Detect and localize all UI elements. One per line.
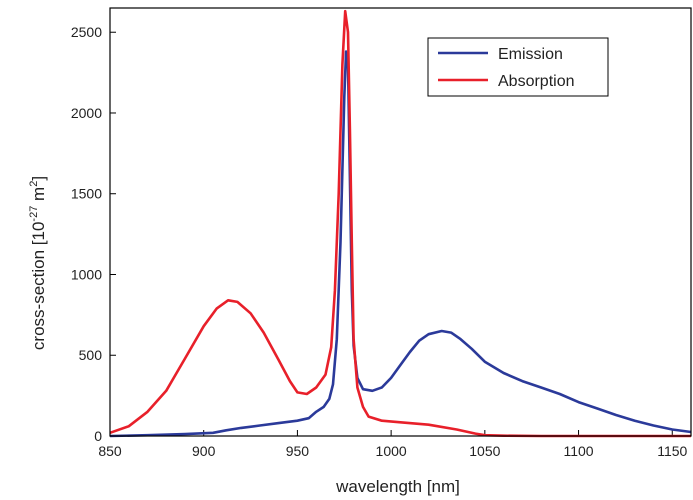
plot-frame	[109, 7, 692, 437]
x-tick-label: 1050	[469, 443, 500, 459]
x-tick-label: 1150	[657, 443, 687, 459]
x-tick-label: 900	[192, 443, 216, 459]
y-axis-title-exp2: 2	[28, 181, 40, 187]
legend-label-absorption: Absorption	[498, 73, 575, 90]
y-axis-title-base: cross-section [10	[29, 222, 48, 351]
x-axis-title: wavelength [nm]	[335, 477, 460, 496]
series-line-absorption	[109, 9, 691, 438]
y-tick-label: 0	[94, 428, 102, 444]
y-tick-label: 500	[79, 347, 103, 363]
ticks: 850 900 950 1000 1050 1100 1150 0 500 1000 1500 200…	[71, 24, 688, 459]
y-tick-label: 2500	[71, 24, 102, 40]
x-tick-label: 850	[98, 443, 122, 459]
y-tick-label: 2000	[71, 105, 102, 121]
y-tick-label: 1500	[71, 186, 102, 202]
x-tick-label: 1100	[563, 443, 593, 459]
legend-box	[427, 37, 609, 97]
y-tick-label: 1000	[71, 266, 102, 282]
series-line-emission	[109, 50, 692, 438]
x-tick-label: 1000	[376, 443, 407, 459]
y-axis-title: cross-section [10-27 m2]	[28, 176, 48, 350]
y-axis-title-end: ]	[29, 176, 48, 181]
x-tick-label: 950	[286, 443, 310, 459]
legend-label-emission: Emission	[498, 46, 563, 63]
y-axis-title-mid: m	[29, 187, 48, 206]
series-layer	[109, 9, 692, 438]
legend: Emission Absorption	[427, 37, 609, 97]
y-axis-title-exp1: -27	[28, 206, 40, 222]
svg-text:cross-section [10-27 m2]: cross-section [10-27 m2]	[28, 176, 48, 350]
